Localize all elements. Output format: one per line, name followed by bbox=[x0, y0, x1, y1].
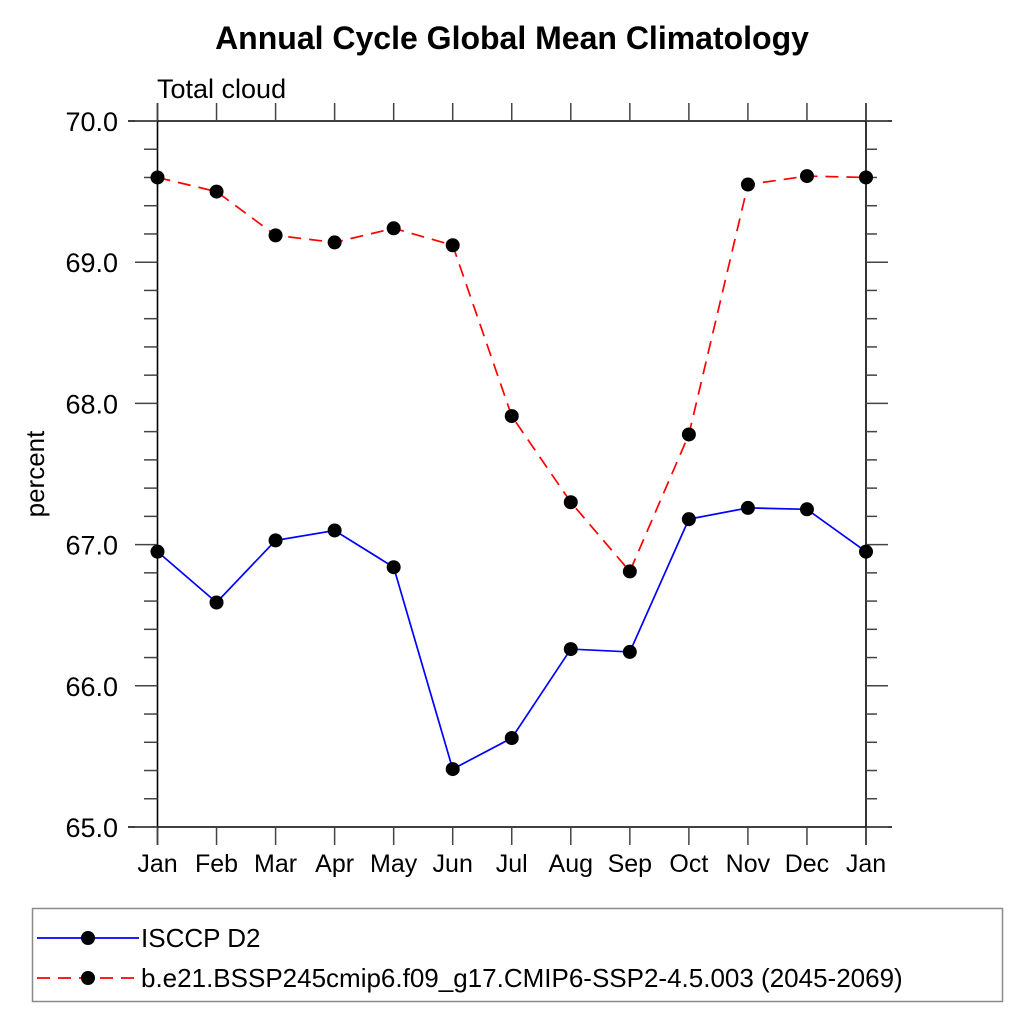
x-tick-label: Nov bbox=[726, 850, 771, 878]
series-line-0 bbox=[156, 507, 867, 771]
x-tick-label: Sep bbox=[608, 850, 652, 878]
data-point bbox=[622, 644, 637, 659]
data-point bbox=[504, 409, 519, 424]
data-point bbox=[799, 502, 814, 517]
y-tick-label: 68.0 bbox=[65, 389, 118, 419]
legend-marker-sample-1 bbox=[81, 971, 95, 985]
data-point bbox=[799, 169, 814, 184]
data-point bbox=[681, 512, 696, 527]
data-point bbox=[327, 235, 342, 250]
legend-label-model: b.e21.BSSP245cmip6.f09_g17.CMIP6-SSP2-4.… bbox=[141, 963, 903, 993]
data-point bbox=[740, 177, 755, 192]
legend: ISCCP D2 b.e21.BSSP245cmip6.f09_g17.CMIP… bbox=[31, 907, 1004, 1003]
x-tick-label: Aug bbox=[549, 850, 593, 878]
data-point bbox=[386, 560, 401, 575]
x-tick-label: Mar bbox=[254, 850, 297, 878]
x-tick-label: Feb bbox=[195, 850, 238, 878]
y-tick-label: 66.0 bbox=[65, 672, 118, 702]
data-point bbox=[445, 762, 460, 777]
series bbox=[150, 169, 873, 777]
x-tick-label: Jan bbox=[137, 850, 177, 878]
data-point bbox=[268, 533, 283, 548]
series-line-1 bbox=[157, 175, 867, 574]
data-point bbox=[563, 642, 578, 657]
data-point bbox=[386, 221, 401, 236]
data-point bbox=[681, 427, 696, 442]
y-tick-label: 70.0 bbox=[65, 107, 118, 137]
legend-box bbox=[31, 907, 1004, 1003]
legend-marker-sample-0 bbox=[81, 931, 95, 945]
legend-swatches bbox=[37, 931, 139, 985]
data-point bbox=[563, 495, 578, 510]
data-point bbox=[859, 544, 873, 559]
x-tick-label: Dec bbox=[785, 850, 829, 878]
x-tick-label: May bbox=[370, 850, 418, 878]
x-tick-label: Jun bbox=[433, 850, 473, 878]
axes: 65.0 66.0 67.0 68.0 69.0 70.0 Jan Feb Mar Apr May J… bbox=[65, 103, 892, 878]
y-tick-label: 65.0 bbox=[65, 813, 118, 843]
x-tick-label: Jul bbox=[496, 850, 528, 878]
y-tick-label: 67.0 bbox=[65, 531, 118, 561]
y-axis-label: percent bbox=[20, 430, 50, 517]
data-point bbox=[622, 564, 637, 579]
data-point bbox=[209, 595, 224, 610]
x-tick-label: Oct bbox=[669, 850, 708, 878]
data-point bbox=[327, 523, 342, 538]
chart-title: Annual Cycle Global Mean Climatology bbox=[215, 20, 809, 56]
legend-label-isccp: ISCCP D2 bbox=[141, 923, 260, 953]
data-point bbox=[268, 228, 283, 243]
data-point bbox=[445, 238, 460, 253]
data-point bbox=[740, 500, 755, 515]
data-point bbox=[859, 170, 873, 185]
data-point bbox=[150, 170, 165, 185]
data-point bbox=[209, 184, 224, 199]
data-point bbox=[504, 731, 519, 746]
x-tick-label: Jan bbox=[846, 850, 886, 878]
y-tick-label: 69.0 bbox=[65, 248, 118, 278]
x-tick-label: Apr bbox=[315, 850, 354, 878]
data-point bbox=[150, 544, 165, 559]
chart-subtitle: Total cloud bbox=[157, 74, 286, 104]
